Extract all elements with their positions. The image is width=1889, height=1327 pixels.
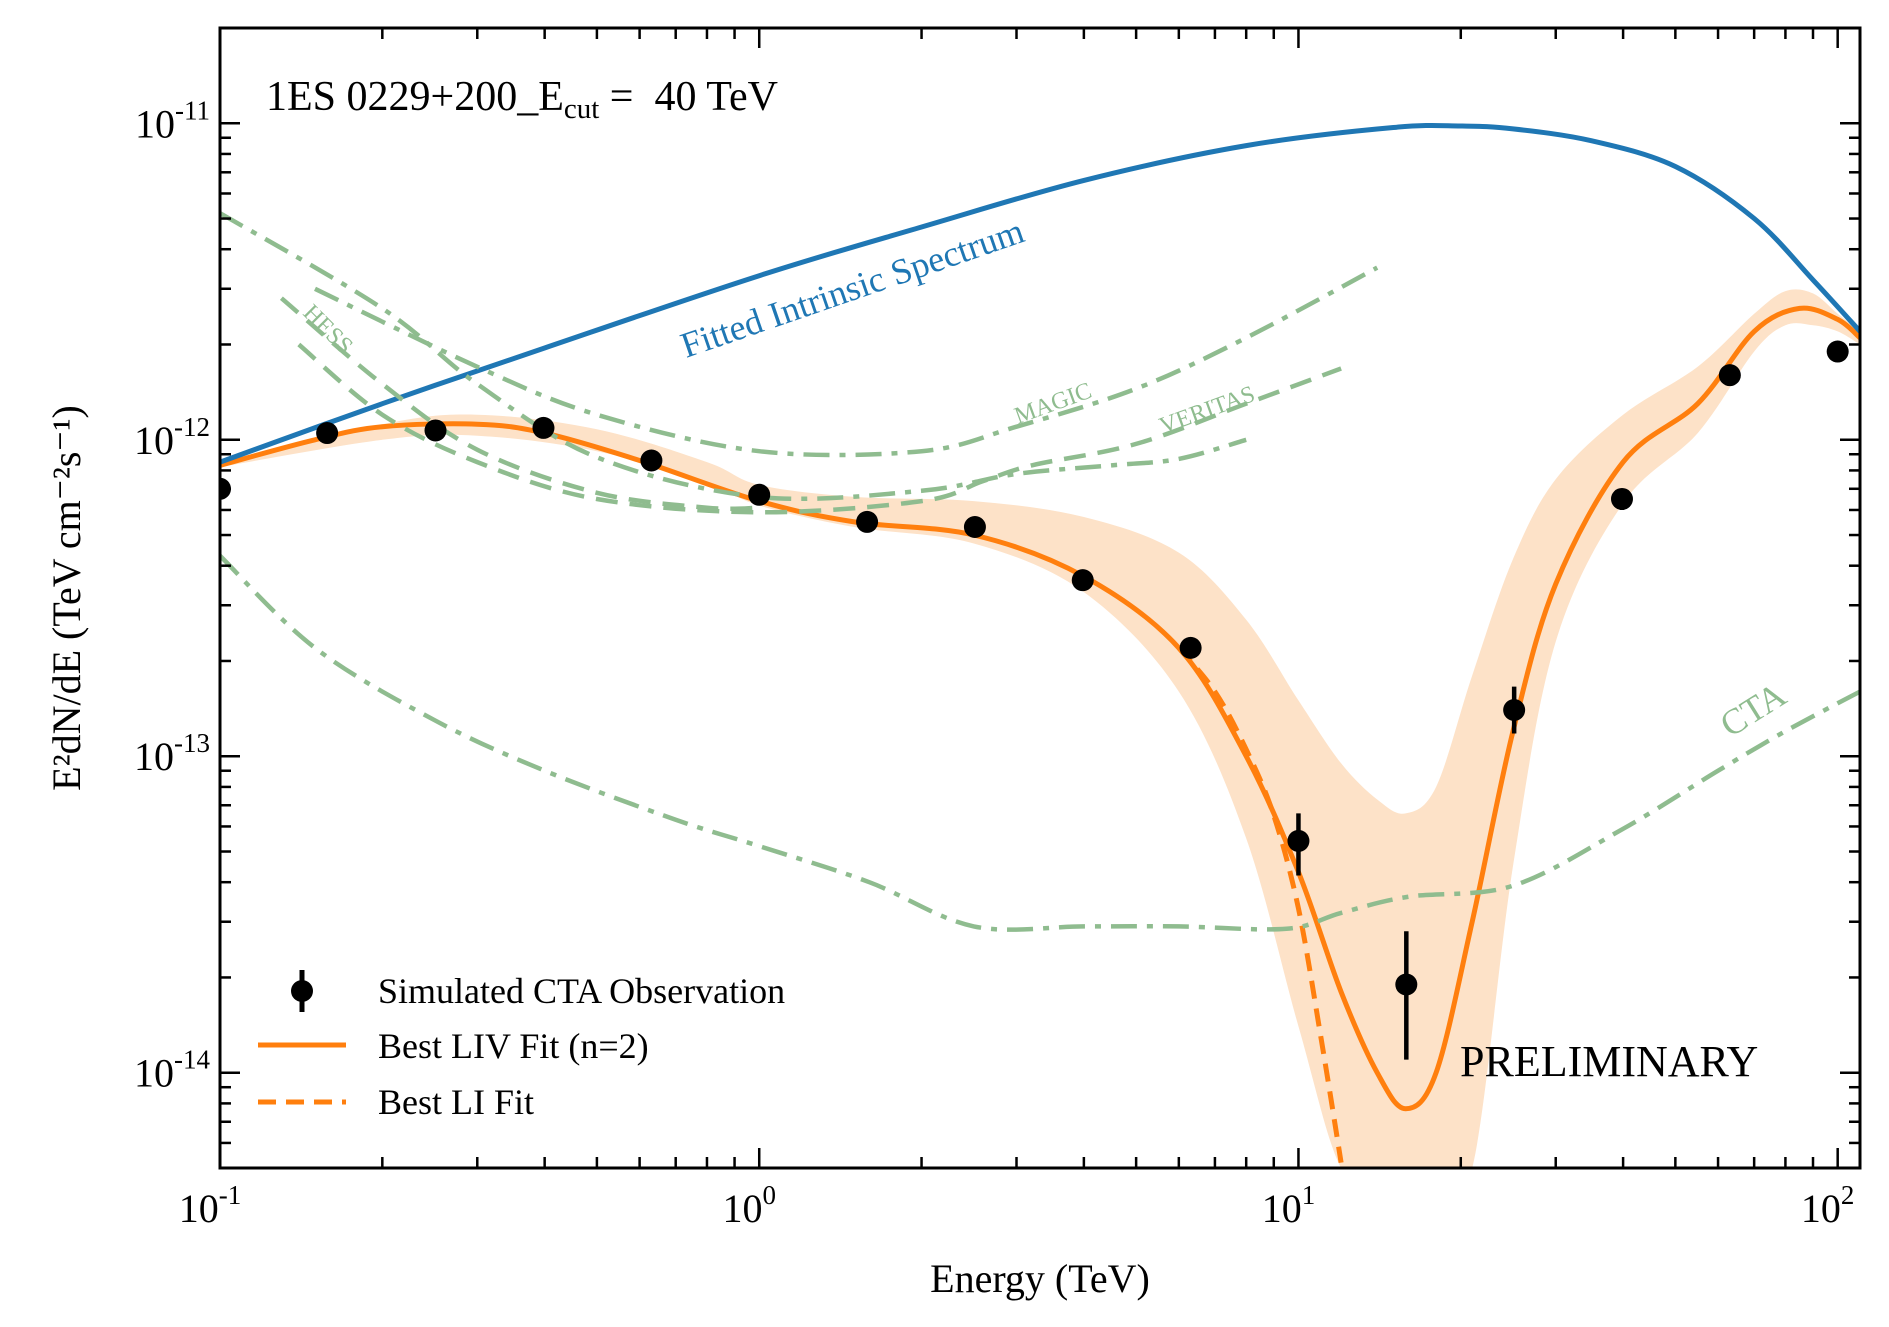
legend-entry-observation: Simulated CTA Observation [291,970,785,1012]
series-magic [314,265,1379,458]
title-sub: cut [564,93,599,125]
series-veritas [297,342,1342,515]
curve-layer [220,122,1860,1163]
data-point [532,416,555,439]
magic-label: MAGIC [1011,378,1095,430]
data-point [1503,698,1526,721]
x-axis-label: Energy (TeV) [930,1256,1150,1301]
chart-title: 1ES 0229+200_Ecut = 40 TeV [266,74,778,125]
data-point [856,510,879,533]
x-tick-label: 100 [722,1180,776,1231]
series-best-li-fit [1176,646,1344,1163]
series-hess-sensitivity-low-energy-dash-dot [220,211,1247,502]
series-fitted-intrinsic-spectrum [220,122,1860,465]
x-tick-label: 10-1 [179,1180,242,1231]
legend-entry-liv-fit: Best LIV Fit (n=2) [258,1026,649,1066]
legend: Simulated CTA Observation Best LIV Fit (… [258,970,785,1122]
legend-label-li-fit: Best LI Fit [378,1082,534,1122]
series-hess [279,296,760,512]
data-point [963,516,986,539]
points-layer [220,340,1849,1060]
y-tick-label: 10-13 [134,728,210,779]
legend-point [291,980,313,1002]
x-tick-label: 102 [1801,1180,1855,1231]
series-cta [220,554,1860,932]
data-point [748,483,771,506]
preliminary-watermark: PRELIMINARY [1460,1037,1758,1086]
plot-frame [218,26,1862,1170]
data-point [1718,364,1741,387]
data-point [1287,829,1310,852]
axes: 10-1 100 101 102 10-14 10-13 10-12 10-11 [134,26,1862,1231]
legend-entry-li-fit: Best LI Fit [258,1082,534,1122]
data-point [640,449,663,472]
y-tick-label: 10-11 [135,95,210,146]
title-suffix: = 40 TeV [599,74,778,120]
data-point [424,419,447,442]
veritas-label: VERITAS [1156,381,1258,439]
data-point [316,422,339,445]
series-best-liv-fit-n-2 [220,305,1860,1112]
y-axis-label: E²dN/dE (TeV cm⁻²s⁻¹) [44,405,89,791]
legend-label-observation: Simulated CTA Observation [378,971,785,1011]
data-point [1179,636,1202,659]
fit-band-layer [220,289,1860,1168]
fit-uncertainty-band [220,289,1860,1168]
data-point [1826,340,1849,363]
y-tick-label: 10-12 [134,412,210,463]
x-tick-label: 101 [1262,1180,1316,1231]
y-tick-label: 10-14 [134,1045,210,1096]
data-point [1071,569,1094,592]
legend-label-liv-fit: Best LIV Fit (n=2) [378,1026,649,1066]
data-point [1610,487,1633,510]
title-main: 1ES 0229+200_E [266,74,564,120]
data-point [1395,973,1418,996]
